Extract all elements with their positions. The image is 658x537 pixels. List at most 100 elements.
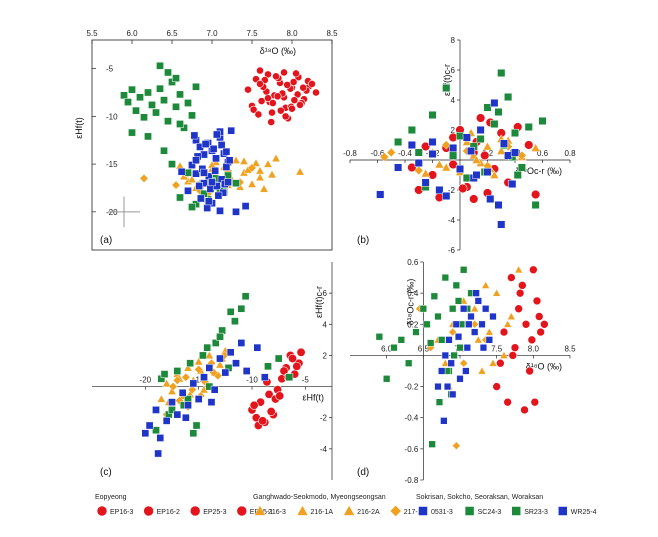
- data-point: [460, 305, 468, 313]
- data-point: [241, 202, 250, 210]
- data-point: [264, 362, 272, 371]
- data-point: [232, 207, 240, 216]
- data-point: [275, 391, 285, 401]
- data-point: [513, 170, 522, 180]
- data-point: [438, 336, 446, 344]
- data-point: [187, 385, 197, 395]
- legend-marker: [143, 505, 154, 517]
- data-point: [460, 266, 468, 274]
- data-point: [204, 197, 213, 206]
- data-point: [168, 406, 176, 414]
- data-point: [156, 84, 164, 93]
- x-tick-label: 8.5: [326, 29, 338, 38]
- data-point: [518, 281, 527, 290]
- data-point: [492, 382, 501, 391]
- data-point: [279, 366, 289, 376]
- series-blue-square: [141, 339, 269, 458]
- data-point: [154, 449, 162, 458]
- data-point: [124, 98, 132, 106]
- data-point: [477, 366, 487, 375]
- data-point: [264, 389, 274, 399]
- data-point: [259, 184, 269, 193]
- data-point: [136, 93, 144, 102]
- data-point: [188, 203, 196, 211]
- data-point: [272, 72, 280, 81]
- data-point: [441, 358, 450, 367]
- y-tick-label: -5: [106, 65, 114, 74]
- legend-label: 216-1A: [311, 509, 334, 516]
- data-point: [497, 68, 506, 78]
- data-point: [496, 358, 505, 368]
- data-point: [251, 158, 261, 167]
- data-point: [288, 104, 296, 113]
- data-point: [264, 94, 272, 103]
- data-point: [520, 405, 529, 415]
- data-point: [182, 413, 190, 422]
- data-point: [207, 398, 216, 406]
- data-point: [140, 113, 148, 122]
- y-tick-label: 4: [451, 96, 456, 105]
- data-point: [521, 319, 531, 329]
- data-point: [267, 170, 277, 179]
- data-point: [268, 99, 277, 107]
- data-point: [178, 388, 187, 397]
- data-point: [474, 297, 482, 305]
- y-axis-label: εHf(t): [74, 117, 84, 139]
- data-point: [407, 140, 416, 150]
- data-point: [288, 354, 298, 364]
- data-point: [427, 170, 438, 180]
- data-point: [312, 88, 320, 97]
- data-point: [394, 163, 403, 172]
- data-point: [244, 85, 252, 94]
- x-tick-label: 8.0: [528, 344, 540, 353]
- legend-label: 0531-3: [431, 509, 453, 516]
- data-point: [156, 61, 164, 70]
- data-point: [201, 140, 210, 148]
- y-tick-label: -0.8: [405, 476, 419, 485]
- data-point: [419, 305, 427, 313]
- x-tick-label: -10: [246, 376, 258, 385]
- x-tick-label: 6.5: [166, 29, 178, 38]
- data-point: [200, 373, 208, 382]
- data-point: [188, 111, 196, 120]
- data-point: [485, 336, 493, 344]
- data-point: [469, 194, 479, 204]
- x-tick-label: 5.5: [86, 29, 98, 38]
- data-point: [256, 80, 264, 88]
- data-point: [232, 359, 240, 368]
- data-point: [141, 429, 150, 438]
- data-point: [428, 110, 437, 120]
- data-point: [128, 85, 136, 94]
- x-tick-label: -0.4: [398, 149, 412, 158]
- data-point: [260, 373, 269, 382]
- data-point: [455, 131, 465, 141]
- data-point: [438, 367, 446, 375]
- data-point: [164, 117, 172, 125]
- legend-label: SC24-3: [478, 509, 502, 516]
- data-point: [454, 297, 463, 305]
- data-point: [514, 265, 523, 274]
- legend-marker: [418, 506, 428, 516]
- data-point: [534, 312, 544, 321]
- y-tick-label: -4: [320, 445, 328, 454]
- data-point: [224, 171, 232, 180]
- data-point: [525, 366, 534, 376]
- data-point: [200, 168, 208, 177]
- data-point: [476, 134, 485, 144]
- data-point: [441, 351, 449, 360]
- data-point: [145, 421, 154, 430]
- data-point: [536, 327, 545, 337]
- data-point: [465, 320, 473, 328]
- data-point: [462, 133, 471, 142]
- x-axis-label: δ¹⁸O (‰): [260, 46, 296, 56]
- data-point: [216, 354, 224, 363]
- y-tick-label: -0.4: [405, 414, 419, 423]
- data-point: [467, 312, 475, 321]
- legend-label: EP25-3: [203, 509, 226, 516]
- series-orange-diamond: [162, 351, 229, 420]
- data-point: [289, 78, 298, 86]
- data-point: [449, 151, 458, 160]
- data-point: [463, 343, 471, 352]
- data-point: [168, 160, 176, 168]
